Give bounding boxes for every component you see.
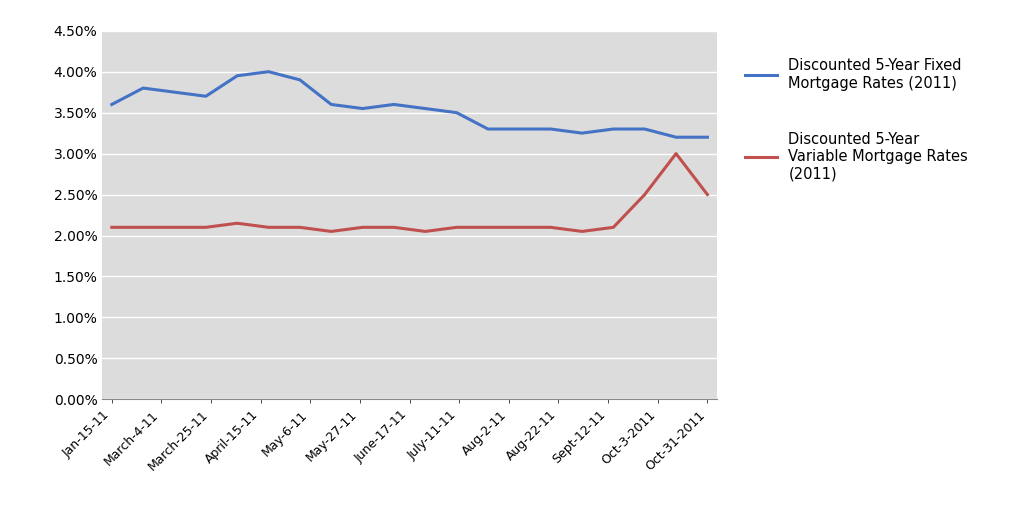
Discounted 5-Year
Variable Mortgage Rates
(2011) (639, 191, 651, 198)
Discounted 5-Year Fixed
Mortgage Rates (2011) (388, 101, 400, 108)
Discounted 5-Year Fixed
Mortgage Rates (2011) (482, 126, 495, 132)
Discounted 5-Year Fixed
Mortgage Rates (2011) (231, 73, 244, 79)
Discounted 5-Year Fixed
Mortgage Rates (2011) (105, 101, 118, 108)
Discounted 5-Year
Variable Mortgage Rates
(2011) (482, 224, 495, 230)
Discounted 5-Year
Variable Mortgage Rates
(2011) (325, 228, 337, 234)
Discounted 5-Year Fixed
Mortgage Rates (2011) (356, 105, 369, 112)
Discounted 5-Year
Variable Mortgage Rates
(2011) (388, 224, 400, 230)
Discounted 5-Year Fixed
Mortgage Rates (2011) (607, 126, 620, 132)
Discounted 5-Year Fixed
Mortgage Rates (2011) (325, 101, 337, 108)
Discounted 5-Year Fixed
Mortgage Rates (2011) (575, 130, 588, 136)
Discounted 5-Year
Variable Mortgage Rates
(2011) (513, 224, 525, 230)
Discounted 5-Year
Variable Mortgage Rates
(2011) (701, 191, 714, 198)
Discounted 5-Year
Variable Mortgage Rates
(2011) (231, 220, 244, 226)
Discounted 5-Year
Variable Mortgage Rates
(2011) (200, 224, 212, 230)
Discounted 5-Year Fixed
Mortgage Rates (2011) (262, 69, 274, 75)
Legend: Discounted 5-Year Fixed
Mortgage Rates (2011), Discounted 5-Year
Variable Mortga: Discounted 5-Year Fixed Mortgage Rates (… (744, 58, 968, 182)
Discounted 5-Year
Variable Mortgage Rates
(2011) (451, 224, 463, 230)
Discounted 5-Year
Variable Mortgage Rates
(2011) (545, 224, 557, 230)
Discounted 5-Year Fixed
Mortgage Rates (2011) (168, 89, 180, 95)
Line: Discounted 5-Year Fixed
Mortgage Rates (2011): Discounted 5-Year Fixed Mortgage Rates (… (112, 72, 708, 137)
Discounted 5-Year
Variable Mortgage Rates
(2011) (607, 224, 620, 230)
Discounted 5-Year Fixed
Mortgage Rates (2011) (639, 126, 651, 132)
Line: Discounted 5-Year
Variable Mortgage Rates
(2011): Discounted 5-Year Variable Mortgage Rate… (112, 154, 708, 231)
Discounted 5-Year Fixed
Mortgage Rates (2011) (513, 126, 525, 132)
Discounted 5-Year
Variable Mortgage Rates
(2011) (670, 151, 682, 157)
Discounted 5-Year
Variable Mortgage Rates
(2011) (137, 224, 150, 230)
Discounted 5-Year
Variable Mortgage Rates
(2011) (168, 224, 180, 230)
Discounted 5-Year
Variable Mortgage Rates
(2011) (419, 228, 431, 234)
Discounted 5-Year Fixed
Mortgage Rates (2011) (701, 134, 714, 140)
Discounted 5-Year Fixed
Mortgage Rates (2011) (294, 77, 306, 83)
Discounted 5-Year Fixed
Mortgage Rates (2011) (545, 126, 557, 132)
Discounted 5-Year Fixed
Mortgage Rates (2011) (670, 134, 682, 140)
Discounted 5-Year Fixed
Mortgage Rates (2011) (137, 85, 150, 91)
Discounted 5-Year
Variable Mortgage Rates
(2011) (575, 228, 588, 234)
Discounted 5-Year
Variable Mortgage Rates
(2011) (262, 224, 274, 230)
Discounted 5-Year Fixed
Mortgage Rates (2011) (200, 93, 212, 99)
Discounted 5-Year
Variable Mortgage Rates
(2011) (105, 224, 118, 230)
Discounted 5-Year Fixed
Mortgage Rates (2011) (451, 110, 463, 116)
Discounted 5-Year
Variable Mortgage Rates
(2011) (294, 224, 306, 230)
Discounted 5-Year Fixed
Mortgage Rates (2011) (419, 105, 431, 112)
Discounted 5-Year
Variable Mortgage Rates
(2011) (356, 224, 369, 230)
